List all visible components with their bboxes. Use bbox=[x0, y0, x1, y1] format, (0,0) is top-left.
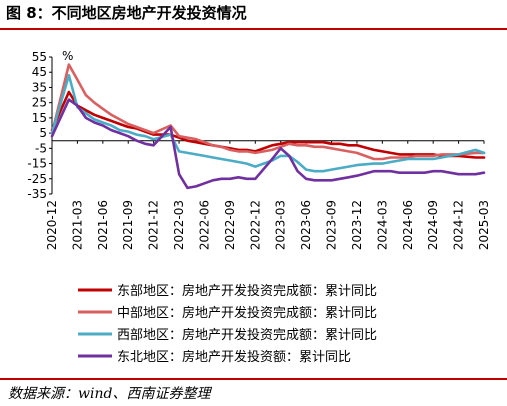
x-tick-label: 2021-12 bbox=[147, 200, 161, 250]
x-tick-label: 2023-06 bbox=[299, 200, 313, 250]
series-line-1 bbox=[50, 90, 486, 159]
y-tick-label: -5 bbox=[35, 141, 47, 155]
x-tick-label: 2023-03 bbox=[274, 200, 288, 250]
x-tick-label: 2020-12 bbox=[45, 200, 59, 250]
x-tick-label: 2023-12 bbox=[350, 200, 364, 250]
x-tick-label: 2023-09 bbox=[325, 200, 339, 250]
y-tick-label: 55 bbox=[32, 50, 47, 64]
x-tick-label: 2022-06 bbox=[197, 200, 211, 250]
x-tick-label: 2024-12 bbox=[452, 200, 466, 250]
y-tick-label: 35 bbox=[32, 80, 47, 94]
x-tick-label: 2021-03 bbox=[70, 200, 84, 250]
y-tick-label: -25 bbox=[27, 172, 47, 186]
figure-title: 图 8：不同地区房地产开发投资情况 bbox=[6, 4, 247, 22]
series-line-2 bbox=[50, 63, 486, 161]
x-tick-label: 2024-06 bbox=[401, 200, 415, 250]
series-line-4 bbox=[50, 98, 486, 190]
chart-series bbox=[50, 63, 486, 190]
y-axis-unit: % bbox=[62, 49, 73, 63]
x-tick-label: 2022-03 bbox=[172, 200, 186, 250]
y-tick-label: -35 bbox=[27, 187, 47, 201]
x-tick-label: 2022-09 bbox=[223, 200, 237, 250]
source-note: 数据来源：wind、西南证券整理 bbox=[8, 386, 211, 402]
x-tick-label: 2021-09 bbox=[121, 200, 135, 250]
x-tick-label: 2021-06 bbox=[96, 200, 110, 250]
chart-legend: 东部地区：房地产开发投资完成额：累计同比中部地区：房地产开发投资完成额：累计同比… bbox=[78, 283, 377, 365]
legend-label-2: 中部地区：房地产开发投资完成额：累计同比 bbox=[117, 305, 377, 321]
y-tick-label: 5 bbox=[39, 126, 47, 140]
y-tick-label: 25 bbox=[32, 96, 47, 110]
x-tick-label: 2025-03 bbox=[477, 200, 491, 250]
y-tick-label: 45 bbox=[32, 65, 47, 79]
title-underline bbox=[0, 28, 507, 30]
x-tick-label: 2022-12 bbox=[248, 200, 262, 250]
legend-label-3: 西部地区：房地产开发投资完成额：累计同比 bbox=[117, 327, 377, 343]
y-tick-label: -15 bbox=[27, 157, 47, 171]
legend-label-4: 东北地区：房地产开发投资额：累计同比 bbox=[117, 349, 351, 365]
footer-rule bbox=[0, 378, 507, 380]
x-tick-label: 2024-03 bbox=[375, 200, 389, 250]
legend-label-1: 东部地区：房地产开发投资完成额：累计同比 bbox=[117, 283, 377, 299]
x-tick-label: 2024-09 bbox=[426, 200, 440, 250]
y-tick-label: 15 bbox=[32, 111, 47, 125]
